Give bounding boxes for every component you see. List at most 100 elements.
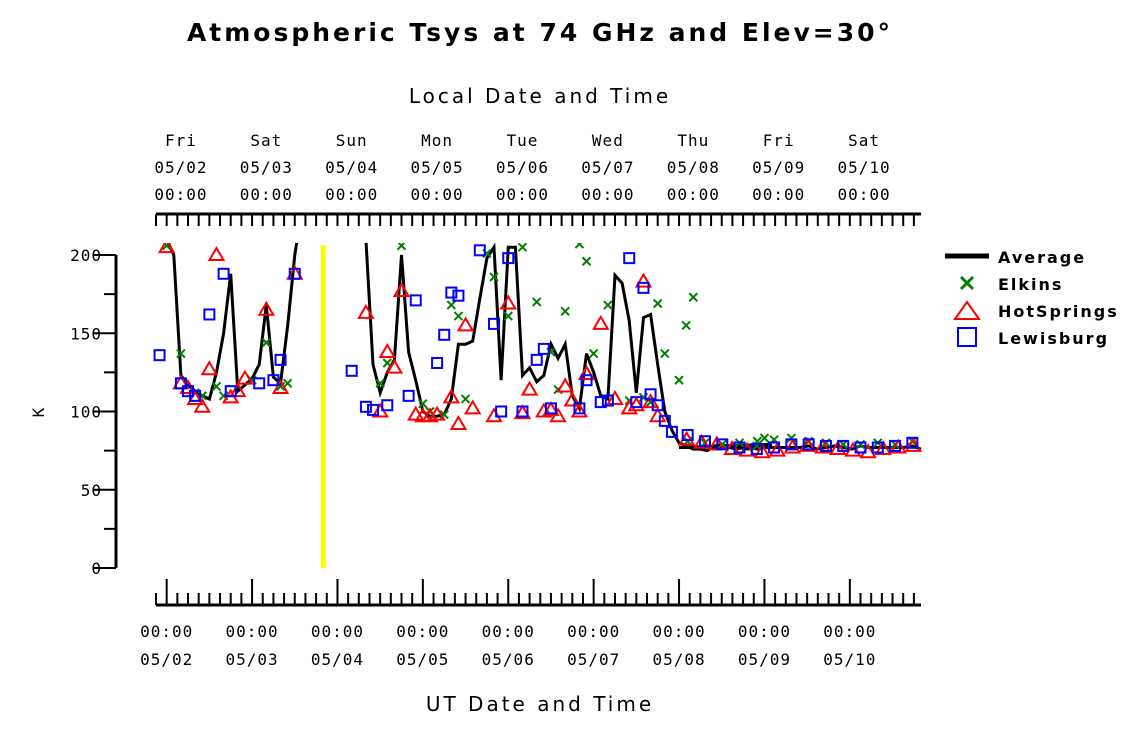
lewisburg-point — [665, 425, 678, 438]
lewisburg-point — [854, 441, 867, 454]
hotsprings-point — [592, 314, 610, 330]
lewisburg-point — [495, 405, 508, 418]
lewisburg-point — [906, 436, 919, 449]
bottom-tick-label: 05/10 — [823, 650, 876, 669]
lewisburg-point — [274, 353, 287, 366]
x-stroke — [460, 394, 471, 404]
lewisburg-point — [267, 374, 280, 387]
elkins-point — [759, 433, 770, 443]
hotsprings-point — [889, 438, 908, 454]
y-axis-label: K — [29, 407, 48, 418]
top-tick-label: 00:00 — [496, 185, 549, 204]
elkins-point — [453, 311, 464, 321]
hotsprings-point — [499, 294, 517, 310]
legend-triangle-icon — [953, 300, 981, 320]
x-stroke — [439, 409, 449, 420]
hotsprings-point — [627, 396, 646, 412]
lewisburg-point — [473, 244, 486, 257]
top-tick-label: Sat — [848, 131, 880, 150]
top-tick-label: 00:00 — [325, 185, 378, 204]
x-stroke — [282, 378, 293, 389]
elkins-point — [489, 272, 499, 282]
top-tick-label: Fri — [165, 131, 197, 150]
top-tick-label: 00:00 — [154, 185, 207, 204]
x-stroke — [261, 337, 272, 348]
hotsprings-point — [606, 389, 624, 405]
elkins-point — [532, 297, 542, 307]
lewisburg-point — [381, 399, 394, 412]
bottom-tick-label: 00:00 — [396, 622, 449, 641]
hotsprings-point — [513, 404, 532, 420]
x-stroke — [588, 348, 599, 359]
lewisburg-point — [623, 252, 636, 265]
bottom-tick-label: 00:00 — [225, 622, 278, 641]
x-stroke — [375, 378, 385, 389]
x-stroke — [446, 300, 457, 310]
chart-title: Atmospheric Tsys at 74 GHz and Elev=30° — [186, 18, 894, 47]
hotsprings-point — [449, 415, 468, 431]
hotsprings-point — [378, 343, 397, 359]
elkins-point — [674, 375, 684, 385]
top-tick-label: 05/08 — [667, 158, 720, 177]
elkins-point — [446, 300, 457, 310]
bottom-tick-label: 05/06 — [482, 650, 535, 669]
lewisburg-point — [445, 286, 458, 299]
elkins-point — [382, 358, 392, 368]
x-stroke — [517, 243, 528, 252]
top-tick-label: Thu — [677, 131, 709, 150]
y-tick-label: 50 — [81, 481, 102, 500]
lewisburg-point — [802, 438, 815, 451]
hotsprings-point — [563, 391, 582, 407]
elkins-point — [588, 348, 599, 359]
elkins-point — [503, 311, 513, 321]
hotsprings-point — [442, 388, 461, 404]
lewisburg-point — [359, 400, 372, 413]
elkins-point — [652, 298, 663, 309]
bottom-tick-label: 05/07 — [567, 650, 620, 669]
lewisburg-point — [698, 435, 711, 448]
hotsprings-point — [520, 380, 539, 396]
bottom-tick-label: 00:00 — [823, 622, 876, 641]
lewisburg-point — [174, 377, 187, 390]
bottom-tick-label: 05/09 — [738, 650, 791, 669]
x-stroke — [176, 348, 186, 359]
bottom-tick-label: 05/05 — [396, 650, 449, 669]
bottom-tick-label: 05/03 — [225, 650, 278, 669]
lewisburg-point — [438, 328, 451, 341]
lewisburg-point — [580, 374, 593, 387]
top-tick-label: 00:00 — [240, 185, 293, 204]
elkins-point — [211, 381, 222, 392]
lewisburg-point — [217, 267, 230, 280]
elkins-point — [418, 398, 428, 409]
lewisburg-point — [502, 252, 515, 265]
bottom-tick-label: 00:00 — [482, 622, 535, 641]
x-stroke — [681, 320, 691, 331]
x-stroke — [532, 297, 542, 307]
hotsprings-point — [200, 360, 219, 376]
lewisburg-point — [733, 441, 746, 454]
lewisburg-point — [651, 399, 664, 412]
hotsprings-point — [385, 358, 404, 374]
lewisburg-point — [768, 441, 781, 454]
top-tick-label: 00:00 — [752, 185, 805, 204]
x-stroke — [396, 243, 406, 251]
top-tick-label: 00:00 — [837, 185, 890, 204]
hotsprings-point — [829, 440, 847, 456]
top-tick-label: 05/04 — [325, 158, 378, 177]
elkins-point — [581, 256, 592, 266]
top-tick-label: 05/02 — [154, 158, 207, 177]
y-tick-label: 100 — [70, 403, 102, 422]
top-tick-label: Sun — [336, 131, 368, 150]
lewisburg-point — [594, 396, 607, 409]
hotsprings-point — [229, 382, 247, 398]
lewisburg-point — [488, 317, 501, 330]
hotsprings-point — [392, 282, 411, 297]
bottom-tick-label: 00:00 — [140, 622, 193, 641]
top-tick-label: Wed — [592, 131, 624, 150]
lewisburg-point — [644, 388, 657, 401]
top-axis-title: Local Date and Time — [408, 84, 672, 108]
y-tick-label: 200 — [70, 246, 102, 265]
y-tick-label: 150 — [70, 324, 102, 343]
bottom-tick-label: 05/04 — [311, 650, 364, 669]
lewisburg-point — [224, 385, 237, 398]
